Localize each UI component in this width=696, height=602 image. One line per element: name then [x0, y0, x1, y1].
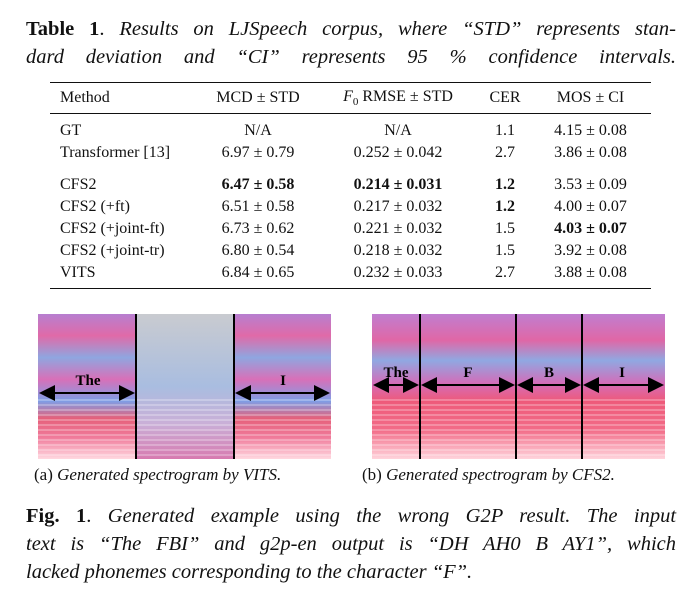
caption-label: Table 1: [26, 18, 100, 40]
subcaption-text: Generated spectrogram by CFS2.: [386, 465, 615, 484]
table-cell: 2.7: [480, 262, 530, 289]
table-cell: 6.51 ± 0.58: [221, 198, 295, 215]
header-cell: MCD ± STD: [216, 89, 300, 106]
caption-line: text is “The FBI” and g2p-en output is “…: [26, 533, 676, 555]
subcaption-b: (b) Generated spectrogram by CFS2.: [362, 465, 615, 485]
table-cell: 0.217 ± 0.032: [353, 198, 443, 215]
table-cell: 4.03 ± 0.07: [554, 220, 627, 237]
harmonics: [38, 399, 331, 459]
caption-label: Fig. 1: [26, 505, 87, 527]
table-cell: CFS2 (+joint-ft): [60, 220, 165, 237]
table-row: CFS2 (+joint-ft) 6.73 ± 0.62 0.221 ± 0.032…: [50, 218, 651, 240]
table-cell: 1.2: [495, 176, 515, 193]
figure-caption: Fig. 1. Generated example using the wron…: [26, 502, 676, 586]
table-cell: GT: [60, 122, 82, 139]
phone-label: F: [463, 365, 472, 381]
phone-label: The: [75, 373, 100, 389]
caption-sep: .: [99, 18, 105, 40]
table-cell: 4.15 ± 0.08: [554, 122, 627, 139]
table-cell: CFS2: [60, 176, 97, 193]
phone-label: I: [619, 365, 625, 381]
table-cell: 2.7: [495, 144, 515, 161]
subcaption-prefix: (a): [34, 465, 53, 484]
caption-sep: .: [86, 505, 92, 527]
spectrogram-b: The F B I: [372, 314, 665, 459]
table-cell: 1.1: [495, 122, 515, 139]
table-cell: 1.5: [495, 220, 515, 237]
header-text: F: [343, 87, 353, 105]
header-sub: 0: [352, 96, 359, 109]
table-cell: 1.2: [495, 198, 515, 215]
table-row: GT N/A N/A 1.1 4.15 ± 0.08: [50, 114, 651, 143]
header-cell: F0 RMSE ± STD: [316, 83, 480, 114]
table-row: CFS2 (+ft) 6.51 ± 0.58 0.217 ± 0.032 1.2 4.0…: [50, 196, 651, 218]
phone-label: I: [280, 373, 286, 389]
table-cell: 6.80 ± 0.54: [221, 242, 295, 259]
harmonics: [372, 399, 665, 459]
header-text: RMSE ± STD: [358, 87, 453, 105]
table-cell: CFS2 (+joint-tr): [60, 242, 165, 259]
caption-line: Generated example using the wrong G2P re…: [107, 505, 677, 527]
table-row: VITS 6.84 ± 0.65 0.232 ± 0.033 2.7 3.88 ± 0.…: [50, 262, 651, 289]
table-cell: VITS: [50, 262, 200, 289]
table-cell: N/A: [244, 122, 272, 139]
table-row: Transformer [13] 6.97 ± 0.79 0.252 ± 0.042…: [50, 142, 651, 164]
table-cell: 4.00 ± 0.07: [554, 198, 627, 215]
table-cell: 3.86 ± 0.08: [554, 144, 627, 161]
table-cell: 6.97 ± 0.79: [221, 144, 295, 161]
table-cell: 0.252 ± 0.042: [353, 144, 443, 161]
results-table: Method MCD ± STD F0 RMSE ± STD CER MOS ± CI …: [50, 82, 651, 289]
table-cell: 1.5: [495, 242, 515, 259]
caption-line: lacked phonemes corresponding to the cha…: [26, 561, 473, 583]
table-cell: 6.73 ± 0.62: [221, 220, 295, 237]
table-row: CFS2 (+joint-tr) 6.80 ± 0.54 0.218 ± 0.032…: [50, 240, 651, 262]
table-cell: 3.92 ± 0.08: [554, 242, 627, 259]
phone-label: The: [383, 365, 408, 381]
caption-line: dard deviation and “CI” represents 95 % …: [26, 46, 676, 68]
table-cell: 0.218 ± 0.032: [353, 242, 443, 259]
table-cell: N/A: [384, 122, 412, 139]
row-group: CFS2 6.47 ± 0.58 0.214 ± 0.031 1.2 3.53 ± 0.…: [50, 164, 651, 289]
header-cell: CER: [489, 89, 521, 106]
subcaption-prefix: (b): [362, 465, 382, 484]
table-row: CFS2 6.47 ± 0.58 0.214 ± 0.031 1.2 3.53 ± 0.…: [50, 164, 651, 196]
header-row: Method MCD ± STD F0 RMSE ± STD CER MOS ± CI: [50, 82, 651, 114]
header-cell: Method: [60, 89, 110, 106]
subcaption-text: Generated spectrogram by VITS.: [57, 465, 282, 484]
row-group: GT N/A N/A 1.1 4.15 ± 0.08 Transformer [13] 6.…: [50, 114, 651, 165]
table-cell: 0.232 ± 0.033: [316, 262, 480, 289]
table-cell: 0.214 ± 0.031: [353, 176, 443, 193]
phone-label: B: [544, 365, 554, 381]
caption-line: Results on LJSpeech corpus, where “STD” …: [119, 18, 676, 40]
table-cell: CFS2 (+ft): [60, 198, 130, 215]
table-cell: 3.88 ± 0.08: [530, 262, 651, 289]
subcaption-a: (a) Generated spectrogram by VITS.: [34, 465, 281, 485]
table-cell: 3.53 ± 0.09: [554, 176, 627, 193]
table-cell: 6.84 ± 0.65: [200, 262, 316, 289]
table-cell: Transformer [13]: [60, 144, 171, 161]
table-caption: Table 1. Results on LJSpeech corpus, whe…: [26, 15, 676, 71]
table-cell: 6.47 ± 0.58: [221, 176, 295, 193]
table-cell: 0.221 ± 0.032: [353, 220, 443, 237]
spectrogram-a: The I: [38, 314, 331, 459]
header-cell: MOS ± CI: [556, 89, 625, 106]
